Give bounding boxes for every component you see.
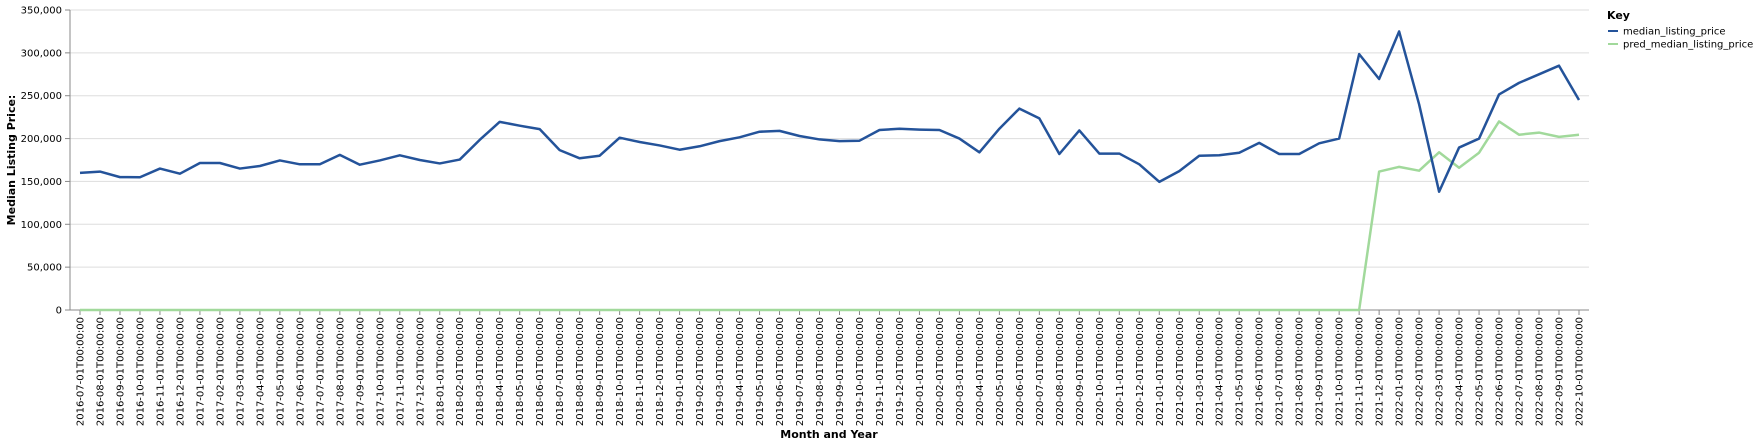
legend-label: pred_median_listing_price (1623, 40, 1753, 51)
x-tick-label: 2017-07-01T00:00:00 (315, 317, 326, 426)
x-tick-label: 2020-05-01T00:00:00 (995, 317, 1006, 426)
x-tick-label: 2020-06-01T00:00:00 (1015, 317, 1026, 426)
x-tick-label: 2016-10-01T00:00:00 (135, 317, 146, 426)
x-tick-label: 2018-01-01T00:00:00 (435, 317, 446, 426)
x-axis-title: Month and Year (780, 428, 878, 441)
x-tick-label: 2017-06-01T00:00:00 (295, 317, 306, 426)
x-tick-label: 2018-06-01T00:00:00 (535, 317, 546, 426)
x-tick-label: 2019-04-01T00:00:00 (735, 317, 746, 426)
x-tick-label: 2017-12-01T00:00:00 (415, 317, 426, 426)
x-tick-label: 2021-02-01T00:00:00 (1175, 317, 1186, 426)
y-tick-label: 200,000 (21, 134, 62, 145)
x-tick-label: 2019-08-01T00:00:00 (815, 317, 826, 426)
x-tick-label: 2017-10-01T00:00:00 (375, 317, 386, 426)
series-line-median_listing_price (79, 30, 1581, 193)
x-tick-label: 2018-02-01T00:00:00 (455, 317, 466, 426)
x-tick-label: 2021-06-01T00:00:00 (1255, 317, 1266, 426)
x-tick-label: 2018-09-01T00:00:00 (595, 317, 606, 426)
x-tick-label: 2017-03-01T00:00:00 (235, 317, 246, 426)
x-tick-label: 2017-05-01T00:00:00 (275, 317, 286, 426)
y-tick-label: 300,000 (21, 48, 62, 59)
x-tick-label: 2019-06-01T00:00:00 (775, 317, 786, 426)
y-tick-label: 250,000 (21, 91, 62, 102)
x-tick-label: 2022-09-01T00:00:00 (1555, 317, 1566, 426)
x-tick-label: 2021-12-01T00:00:00 (1375, 317, 1386, 426)
series-lines (79, 30, 1581, 312)
x-tick-label: 2020-09-01T00:00:00 (1075, 317, 1086, 426)
x-tick-label: 2018-07-01T00:00:00 (555, 317, 566, 426)
y-tick-label: 150,000 (21, 177, 62, 188)
y-axis-title: Median Listing Price: (5, 95, 18, 226)
x-tick-label: 2016-07-01T00:00:00 (76, 317, 87, 426)
x-tick-label: 2022-07-01T00:00:00 (1515, 317, 1526, 426)
x-tick-label: 2021-03-01T00:00:00 (1195, 317, 1206, 426)
gridlines (70, 9, 1589, 311)
x-tick-label: 2020-10-01T00:00:00 (1095, 317, 1106, 426)
x-tick-label: 2022-05-01T00:00:00 (1475, 317, 1486, 426)
x-tick-label: 2018-03-01T00:00:00 (475, 317, 486, 426)
x-tick-label: 2020-02-01T00:00:00 (935, 317, 946, 426)
x-tick-label: 2019-05-01T00:00:00 (755, 317, 766, 426)
x-tick-label: 2021-01-01T00:00:00 (1155, 317, 1166, 426)
x-tick-label: 2019-12-01T00:00:00 (895, 317, 906, 426)
x-tick-label: 2019-02-01T00:00:00 (695, 317, 706, 426)
x-tick-label: 2019-01-01T00:00:00 (675, 317, 686, 426)
x-tick-label: 2018-11-01T00:00:00 (635, 317, 646, 426)
x-tick-label: 2017-09-01T00:00:00 (355, 317, 366, 426)
y-tick-label: 0 (56, 306, 62, 317)
x-tick-label: 2022-01-01T00:00:00 (1395, 317, 1406, 426)
x-tick-label: 2022-02-01T00:00:00 (1415, 317, 1426, 426)
x-tick-label: 2020-04-01T00:00:00 (975, 317, 986, 426)
x-tick-label: 2016-09-01T00:00:00 (115, 317, 126, 426)
x-tick-label: 2020-07-01T00:00:00 (1035, 317, 1046, 426)
x-tick-label: 2017-11-01T00:00:00 (395, 317, 406, 426)
x-tick-label: 2018-04-01T00:00:00 (495, 317, 506, 426)
x-tick-label: 2021-09-01T00:00:00 (1315, 317, 1326, 426)
x-tick-label: 2018-12-01T00:00:00 (655, 317, 666, 426)
x-tick-label: 2017-01-01T00:00:00 (195, 317, 206, 426)
y-axis-tick-labels: 0 50,000 100,000 150,000 200,000 250,000 300,0… (21, 6, 62, 317)
y-tick-label: 100,000 (21, 220, 62, 231)
x-tick-label: 2020-01-01T00:00:00 (915, 317, 926, 426)
x-tick-label: 2016-11-01T00:00:00 (155, 317, 166, 426)
x-tick-label: 2022-08-01T00:00:00 (1535, 317, 1546, 426)
x-tick-label: 2022-10-01T00:00:00 (1575, 317, 1586, 426)
x-tick-label: 2019-10-01T00:00:00 (855, 317, 866, 426)
x-tick-label: 2021-04-01T00:00:00 (1215, 317, 1226, 426)
x-tick-label: 2016-08-01T00:00:00 (95, 317, 106, 426)
x-tick-label: 2019-03-01T00:00:00 (715, 317, 726, 426)
x-tick-label: 2019-07-01T00:00:00 (795, 317, 806, 426)
x-tick-label: 2016-12-01T00:00:00 (175, 317, 186, 426)
legend: Key median_listing_price pred_median_list… (1607, 9, 1753, 51)
x-tick-label: 2017-02-01T00:00:00 (215, 317, 226, 426)
x-tick-label: 2018-05-01T00:00:00 (515, 317, 526, 426)
legend-items: median_listing_price pred_median_listing_… (1608, 27, 1753, 51)
x-tick-label: 2017-04-01T00:00:00 (255, 317, 266, 426)
x-tick-label: 2020-12-01T00:00:00 (1135, 317, 1146, 426)
x-tick-label: 2021-08-01T00:00:00 (1295, 317, 1306, 426)
x-tick-label: 2020-11-01T00:00:00 (1115, 317, 1126, 426)
x-tick-label: 2022-04-01T00:00:00 (1455, 317, 1466, 426)
x-tick-label: 2017-08-01T00:00:00 (335, 317, 346, 426)
x-tick-label: 2021-11-01T00:00:00 (1355, 317, 1366, 426)
series-line-pred_median_listing_price (80, 120, 1580, 312)
legend-title: Key (1607, 9, 1630, 22)
x-tick-label: 2022-03-01T00:00:00 (1435, 317, 1446, 426)
x-tick-label: 2021-07-01T00:00:00 (1275, 317, 1286, 426)
x-tick-label: 2020-08-01T00:00:00 (1055, 317, 1066, 426)
y-tick-label: 350,000 (21, 6, 62, 17)
x-tick-label: 2021-05-01T00:00:00 (1235, 317, 1246, 426)
x-axis-tick-labels: 2016-07-01T00:00:00 2016-08-01T00:00:00 20… (76, 317, 1586, 426)
legend-label: median_listing_price (1623, 27, 1726, 38)
x-tick-label: 2020-03-01T00:00:00 (955, 317, 966, 426)
x-tick-label: 2021-10-01T00:00:00 (1335, 317, 1346, 426)
x-tick-label: 2019-11-01T00:00:00 (875, 317, 886, 426)
x-tick-label: 2018-08-01T00:00:00 (575, 317, 586, 426)
x-tick-label: 2019-09-01T00:00:00 (835, 317, 846, 426)
x-tick-label: 2022-06-01T00:00:00 (1495, 317, 1506, 426)
x-tick-label: 2018-10-01T00:00:00 (615, 317, 626, 426)
y-tick-label: 50,000 (27, 263, 62, 274)
